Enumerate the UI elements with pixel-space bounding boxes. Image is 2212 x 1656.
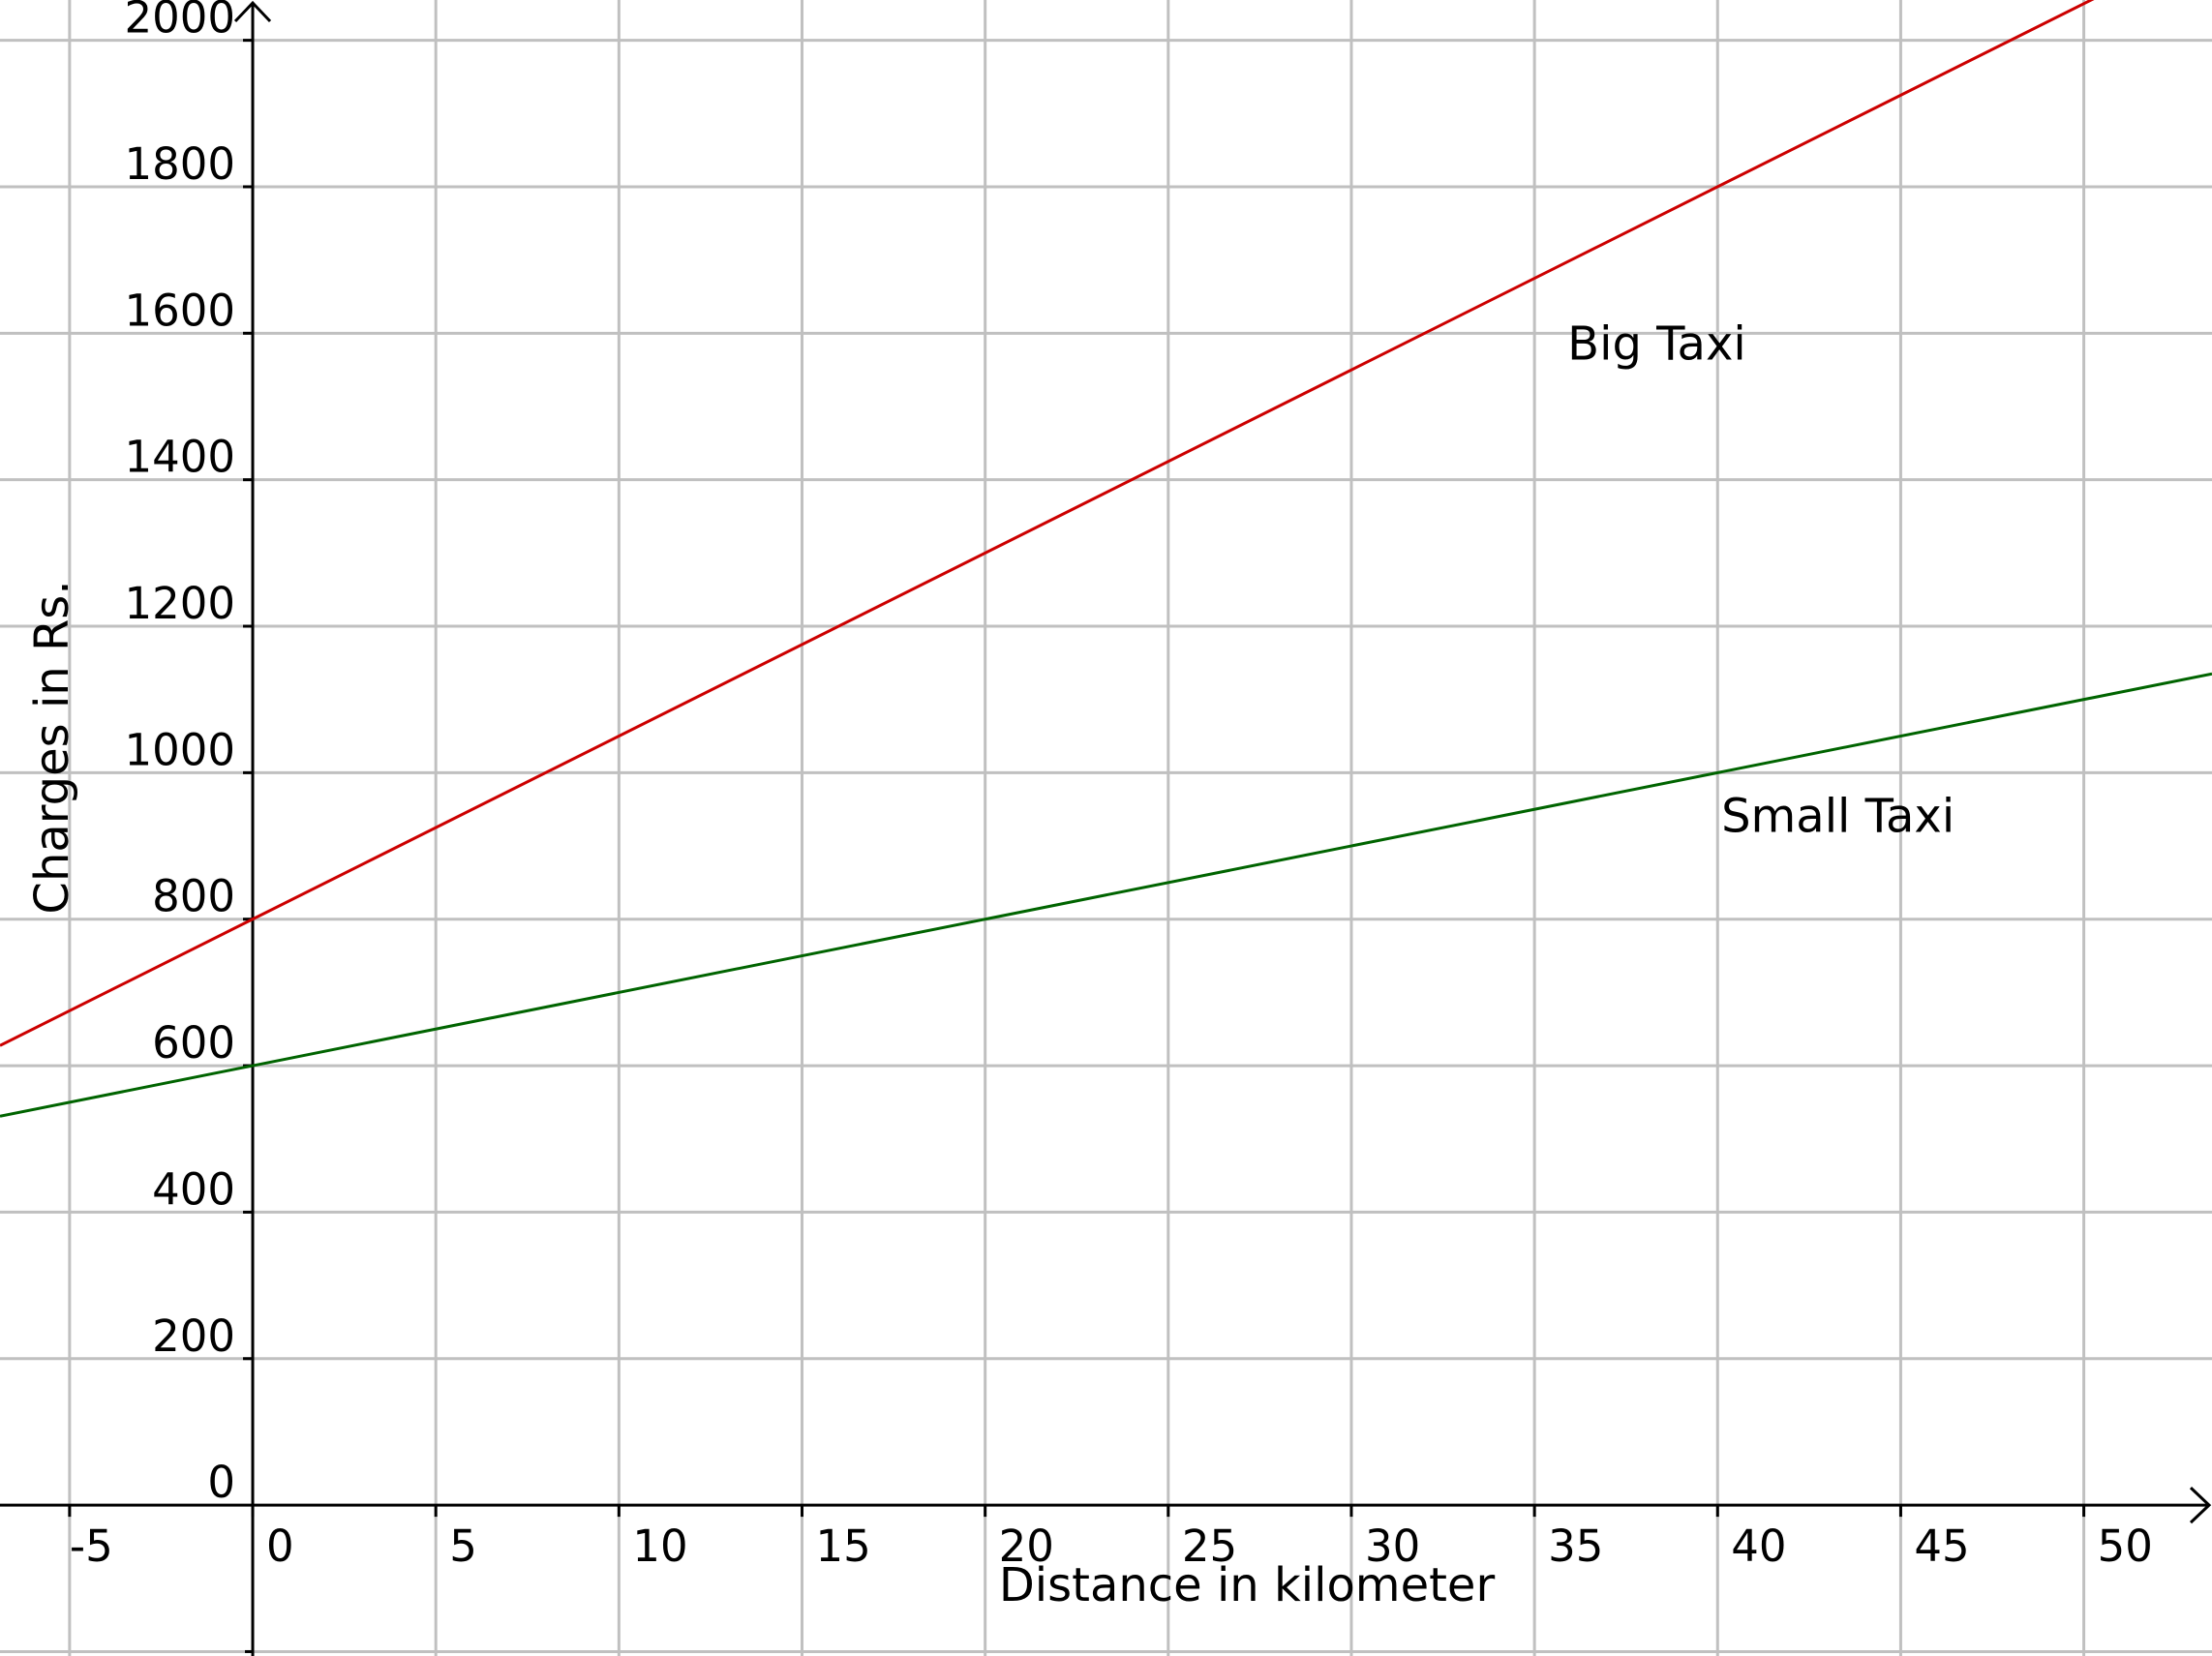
x-tick-label: -5: [70, 1521, 113, 1572]
labels: -5 0 5 10 15 20 25 30 35 40 45 50 0 200 400 600 800 1000 1…: [70, 0, 2153, 1572]
x-axis-label: Distance in kilometer: [999, 1558, 1496, 1612]
series-line-big-taxi: [0, 0, 2095, 1047]
y-tick-label: 1600: [125, 285, 236, 336]
x-tick-label: 0: [266, 1521, 294, 1572]
y-tick-label: 1000: [125, 724, 236, 775]
y-tick-label: 1400: [125, 432, 236, 483]
y-tick-label: 0: [207, 1457, 235, 1508]
x-tick-label: 15: [816, 1521, 871, 1572]
y-tick-label: 1800: [125, 138, 236, 190]
y-tick-label: 200: [152, 1310, 235, 1362]
y-tick-label: 800: [152, 871, 235, 922]
x-tick-label: 25: [1182, 1521, 1237, 1572]
x-tick-label: 50: [2098, 1521, 2153, 1572]
y-axis-label: Charges in Rs.: [25, 580, 79, 914]
x-tick-label: 20: [999, 1521, 1054, 1572]
annotation-small-taxi: Small Taxi: [1721, 790, 1954, 844]
x-tick-label: 30: [1365, 1521, 1420, 1572]
x-tick-label: 5: [449, 1521, 477, 1572]
x-tick-label: 45: [1914, 1521, 1969, 1572]
x-tick-label: 35: [1548, 1521, 1603, 1572]
y-tick-label: 400: [152, 1163, 235, 1215]
y-tick-label: 2000: [125, 0, 236, 44]
y-tick-label: 1200: [125, 578, 236, 629]
x-tick-label: 40: [1731, 1521, 1786, 1572]
x-axis-arrow: [2189, 1487, 2212, 1524]
series-line-small-taxi: [0, 672, 2212, 1118]
y-axis-arrow: [233, 0, 272, 23]
series-lines: [0, 0, 2212, 1118]
annotation-big-taxi: Big Taxi: [1567, 317, 1746, 372]
y-tick-label: 600: [152, 1017, 235, 1069]
x-tick-label: 10: [632, 1521, 687, 1572]
